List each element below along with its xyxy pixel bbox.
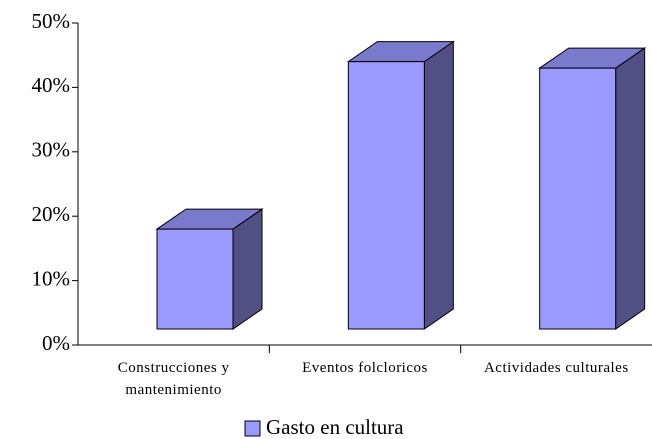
y-tick-label: 0% — [42, 331, 70, 355]
legend-swatch — [244, 420, 261, 437]
x-tick-label: Actividades culturales — [483, 360, 629, 376]
bar-front — [347, 61, 425, 330]
bar-side — [232, 208, 263, 330]
bar — [538, 47, 647, 330]
bar-side — [423, 40, 454, 330]
bar-side — [615, 47, 646, 330]
legend-label: Gasto en cultura — [266, 415, 404, 439]
x-tick-label: Eventos folcloricos — [302, 360, 428, 376]
bar-front — [156, 228, 234, 330]
y-tick-label: 30% — [32, 138, 71, 162]
x-tick-label: Construcciones y mantenimiento — [117, 360, 230, 398]
y-tick-label: 50% — [32, 9, 71, 33]
bar — [346, 40, 455, 330]
y-tick-label: 20% — [32, 202, 71, 226]
bar — [155, 208, 264, 330]
bar-front — [539, 67, 617, 330]
y-tick-label: 10% — [32, 266, 71, 290]
y-tick-label: 40% — [32, 73, 71, 97]
